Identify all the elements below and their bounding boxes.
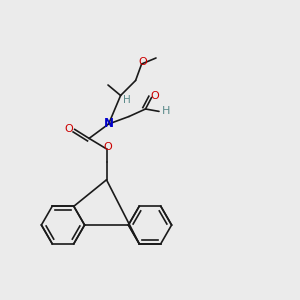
Text: O: O xyxy=(138,57,147,67)
Text: O: O xyxy=(103,142,112,152)
Text: O: O xyxy=(150,91,159,101)
Text: H: H xyxy=(123,95,130,105)
Text: O: O xyxy=(64,124,73,134)
Text: H: H xyxy=(162,106,171,116)
Text: N: N xyxy=(103,118,114,130)
